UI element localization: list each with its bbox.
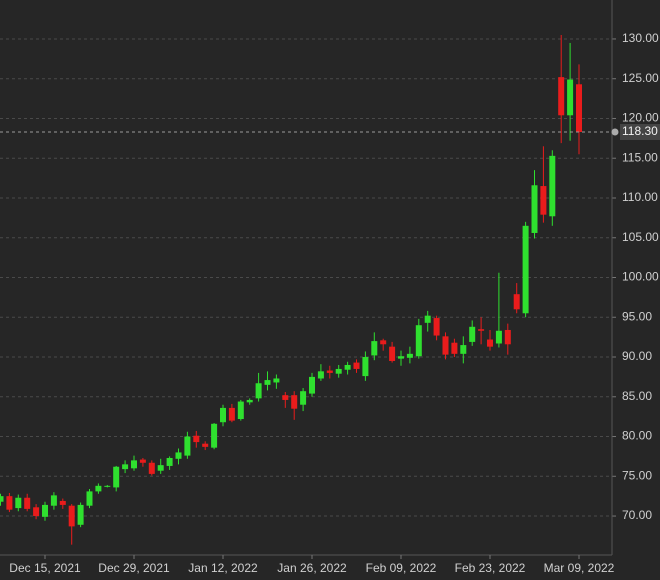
candle-body: [344, 364, 351, 370]
candle-body: [211, 423, 218, 448]
candle-body: [122, 464, 129, 470]
candle-body: [166, 457, 173, 466]
candle-body: [460, 345, 467, 354]
x-tick-label: Dec 15, 2021: [9, 561, 81, 575]
candle-body: [131, 460, 137, 469]
candle-body: [237, 401, 244, 420]
candle-body: [424, 315, 431, 323]
y-tick-label: 105.00: [622, 230, 659, 244]
candle-body: [380, 340, 387, 345]
candle-body: [113, 466, 120, 488]
candle-body: [362, 357, 369, 377]
y-tick-label: 70.00: [622, 508, 652, 522]
candle-body: [77, 504, 84, 525]
candle-body: [487, 339, 493, 347]
candle-body: [184, 436, 191, 456]
candle-body: [220, 407, 226, 423]
candle-body: [228, 407, 235, 421]
candle-body: [398, 356, 404, 359]
candle-body: [558, 77, 565, 116]
price-marker: [611, 128, 619, 136]
y-tick-label: 125.00: [622, 71, 659, 85]
candle-body: [255, 383, 262, 399]
y-tick-label: 95.00: [622, 309, 652, 323]
candle-body: [33, 507, 40, 517]
candle-body: [0, 496, 4, 502]
y-tick-label: 110.00: [622, 190, 658, 204]
x-tick-label: Feb 09, 2022: [366, 561, 437, 575]
candle-body: [335, 368, 342, 374]
y-tick-label: 75.00: [622, 468, 652, 482]
x-tick-label: Feb 23, 2022: [455, 561, 526, 575]
candle-body: [309, 376, 315, 394]
candle-body: [193, 435, 200, 443]
candle-body: [68, 505, 75, 527]
x-tick-label: Jan 26, 2022: [277, 561, 347, 575]
candle-body: [291, 395, 298, 409]
price-label: 118.30: [622, 124, 658, 138]
candle-body: [300, 391, 307, 405]
y-tick-label: 120.00: [622, 111, 659, 125]
candle-body: [469, 326, 476, 342]
candle-body: [531, 185, 538, 233]
candle-body: [317, 371, 324, 379]
candle-body: [326, 370, 333, 373]
candle-body: [59, 500, 66, 505]
candle-body: [264, 380, 271, 385]
candle-body: [175, 452, 182, 459]
x-tick-label: Mar 09, 2022: [544, 561, 615, 575]
y-tick-label: 130.00: [622, 31, 659, 45]
candle-body: [6, 496, 13, 510]
y-tick-label: 85.00: [622, 389, 652, 403]
candle-body: [157, 465, 164, 471]
price-label-box: [620, 123, 660, 140]
y-tick-label: 90.00: [622, 349, 652, 363]
candle-body: [353, 362, 360, 369]
candle-body: [104, 485, 111, 487]
candle-body: [576, 84, 582, 132]
x-tick-label: Jan 12, 2022: [188, 561, 258, 575]
candle-body: [540, 186, 547, 215]
candle-body: [478, 329, 485, 331]
candle-body: [451, 342, 458, 354]
candle-body: [246, 399, 253, 403]
candle-body: [442, 336, 449, 355]
candle-body: [549, 155, 556, 217]
candle-body: [86, 491, 93, 506]
candle-body: [495, 330, 502, 344]
candle-body: [139, 459, 146, 463]
y-tick-label: 80.00: [622, 429, 652, 443]
candle-body: [148, 462, 155, 474]
y-tick-label: 115.00: [622, 150, 658, 164]
candle-body: [513, 294, 520, 310]
candle-body: [273, 378, 280, 383]
candle-body: [415, 325, 422, 357]
candle-body: [50, 495, 57, 506]
candle-body: [202, 443, 209, 447]
candle-body: [522, 225, 529, 314]
candle-body: [282, 395, 289, 400]
candle-body: [95, 485, 102, 492]
y-tick-label: 100.00: [622, 270, 659, 284]
candle-body: [371, 341, 378, 356]
candle-body: [389, 346, 396, 361]
x-tick-label: Dec 29, 2021: [98, 561, 170, 575]
candle-body: [433, 318, 440, 336]
candle-body: [42, 504, 48, 517]
candle-body: [15, 497, 22, 509]
candle-body: [567, 79, 574, 116]
candle-body: [406, 353, 413, 358]
candle-body: [24, 497, 31, 509]
candle-body: [504, 329, 511, 345]
